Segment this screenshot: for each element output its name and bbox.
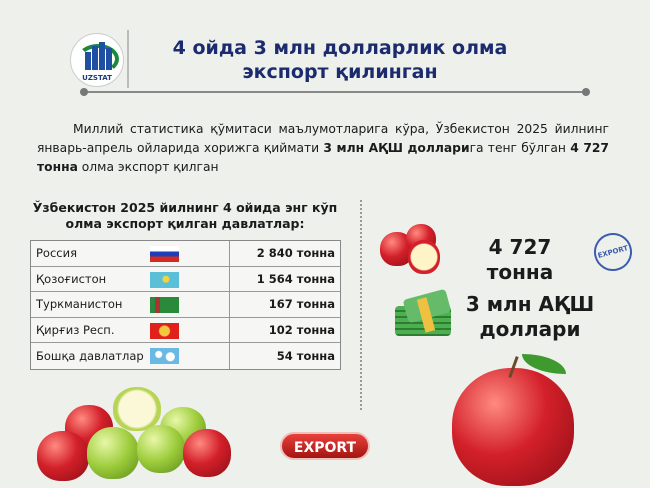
page-title: 4 ойда 3 млн долларлик олма экспорт қилин… [172, 37, 508, 83]
table-row: Қирғиз Респ. 102 тонна [31, 317, 340, 344]
table-row: Россия 2 840 тонна [31, 241, 340, 267]
divider [84, 91, 586, 93]
value-stat: 3 млн АҚШ доллари [465, 292, 595, 341]
weight-stat: 4 727 тонна [486, 235, 554, 284]
apples-group-image [35, 385, 235, 485]
export-table: Россия 2 840 тонна Қозоғистон 1 564 тонна … [30, 240, 341, 370]
table-heading: Ўзбекистон 2025 йилнинг 4 ойида энг кўп о… [32, 200, 338, 231]
table-row: Бошқа давлатлар 54 тонна [31, 343, 340, 369]
table-row: Туркманистон 167 тонна [31, 292, 340, 318]
kyrgyzstan-flag [150, 322, 179, 339]
divider [360, 200, 362, 410]
divider-dot [582, 88, 590, 96]
table-row: Қозоғистон 1 564 тонна [31, 266, 340, 293]
divider-dot [80, 88, 88, 96]
big-apple-image [452, 352, 577, 486]
uzstat-logo: UZSTAT [70, 33, 124, 87]
turkmenistan-flag [150, 297, 179, 314]
divider [127, 30, 129, 88]
russia-flag [150, 246, 179, 262]
money-icon [395, 288, 453, 338]
apples-icon [378, 222, 444, 276]
world-map-icon [150, 348, 179, 365]
intro-text: Миллий статистика қўмитаси маълумотлариг… [37, 122, 609, 174]
export-button[interactable]: EXPORT [280, 432, 370, 460]
kazakhstan-flag [150, 271, 179, 288]
export-stamp-icon: EXPORT [589, 228, 637, 276]
